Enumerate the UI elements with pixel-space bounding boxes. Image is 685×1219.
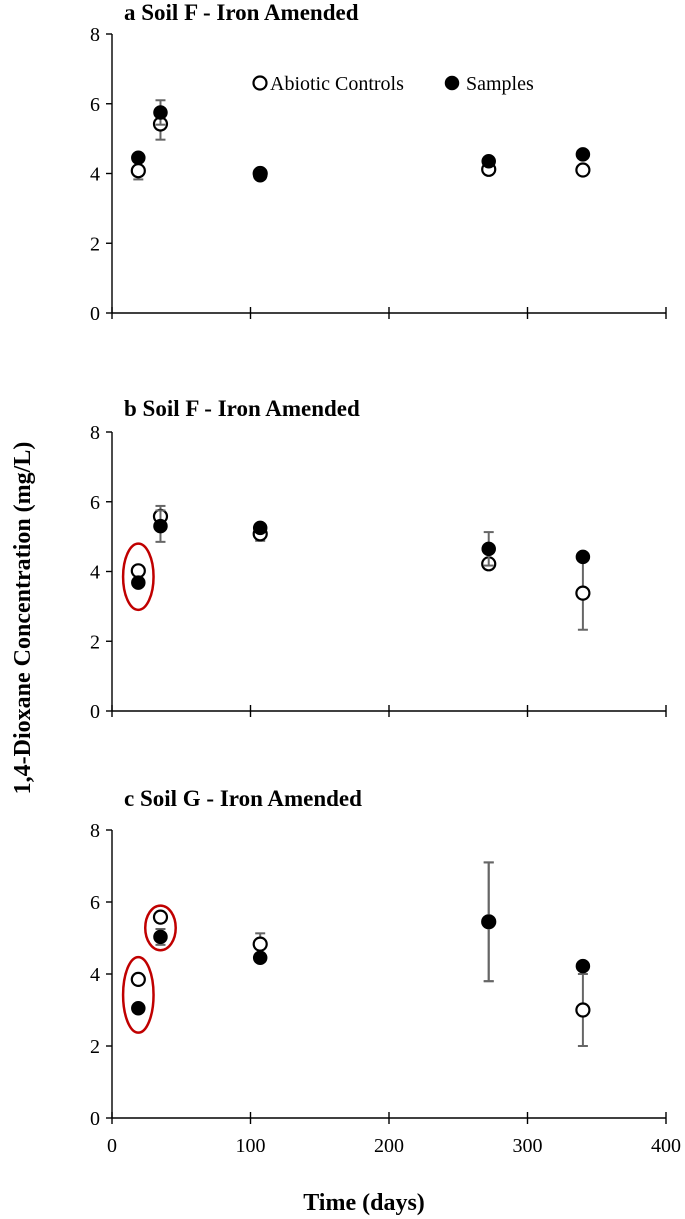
abiotic-control-point xyxy=(152,909,169,925)
y-tick-label: 8 xyxy=(90,422,100,444)
highlight-ellipse xyxy=(121,542,155,612)
x-tick-label: 400 xyxy=(651,1135,681,1157)
y-tick-label: 6 xyxy=(90,492,100,514)
y-tick-label: 8 xyxy=(90,24,100,46)
panel-title: a Soil F - Iron Amended xyxy=(124,0,359,25)
abiotic-control-point xyxy=(252,936,268,952)
sample-point xyxy=(153,518,168,534)
y-tick-label: 4 xyxy=(90,964,100,986)
y-tick-label: 0 xyxy=(90,1108,100,1130)
abiotic-control-point xyxy=(575,1002,591,1018)
y-tick-label: 2 xyxy=(90,233,100,255)
y-tick-label: 0 xyxy=(90,303,100,325)
sample-point xyxy=(575,958,591,974)
legend-label-samples: Samples xyxy=(466,73,534,95)
sample-point xyxy=(131,1000,146,1016)
y-tick-label: 0 xyxy=(90,701,100,723)
x-tick-label: 200 xyxy=(374,1135,404,1157)
y-tick-label: 4 xyxy=(90,562,100,584)
sample-point xyxy=(481,914,496,930)
highlight-ellipse xyxy=(143,904,177,952)
panels: a Soil F - Iron Amended 0 2 4 6 8 Abiotic Cont… xyxy=(90,0,681,1157)
x-tick-label: 0 xyxy=(107,1135,117,1157)
sample-point xyxy=(575,147,591,162)
abiotic-control-point xyxy=(130,971,146,988)
y-tick-label: 6 xyxy=(90,94,100,116)
x-tick-label: 100 xyxy=(236,1135,266,1157)
panel-a: a Soil F - Iron Amended 0 2 4 6 8 Abiotic Cont… xyxy=(90,0,667,325)
x-tick-label: 300 xyxy=(513,1135,543,1157)
abiotic-control-point xyxy=(130,563,146,579)
y-tick-label: 2 xyxy=(90,631,100,653)
abiotic-control-point xyxy=(130,163,146,179)
sample-point xyxy=(153,929,168,945)
sample-point xyxy=(252,950,268,966)
panel-b: b Soil F - Iron Amended 0 2 4 6 8 xyxy=(90,396,667,723)
abiotic-control-point xyxy=(575,162,591,178)
y-tick-label: 8 xyxy=(90,820,100,842)
y-axis-title: 1,4-Dioxane Concentration (mg/L) xyxy=(10,442,36,795)
panel-title: b Soil F - Iron Amended xyxy=(124,396,360,421)
sample-point xyxy=(153,105,168,120)
sample-point xyxy=(252,167,268,183)
legend: Abiotic Controls Samples xyxy=(252,73,534,95)
sample-point xyxy=(481,541,496,557)
panel-title: c Soil G - Iron Amended xyxy=(124,786,362,811)
y-tick-label: 4 xyxy=(90,164,100,186)
legend-open-marker xyxy=(252,75,268,91)
abiotic-control-point xyxy=(575,585,591,601)
sample-point xyxy=(575,549,591,565)
y-tick-label: 6 xyxy=(90,892,100,914)
sample-point xyxy=(131,150,146,166)
sample-point xyxy=(481,154,496,169)
legend-label-abiotic: Abiotic Controls xyxy=(270,73,404,95)
legend-filled-marker xyxy=(444,75,460,91)
highlight-ellipse xyxy=(121,955,155,1034)
panel-c: c Soil G - Iron Amended 0 2 4 6 8 0 100 200 300 40… xyxy=(90,786,681,1157)
sample-point xyxy=(252,520,268,536)
y-tick-label: 2 xyxy=(90,1036,100,1058)
x-axis-title: Time (days) xyxy=(303,1190,425,1216)
sample-point xyxy=(131,575,146,590)
